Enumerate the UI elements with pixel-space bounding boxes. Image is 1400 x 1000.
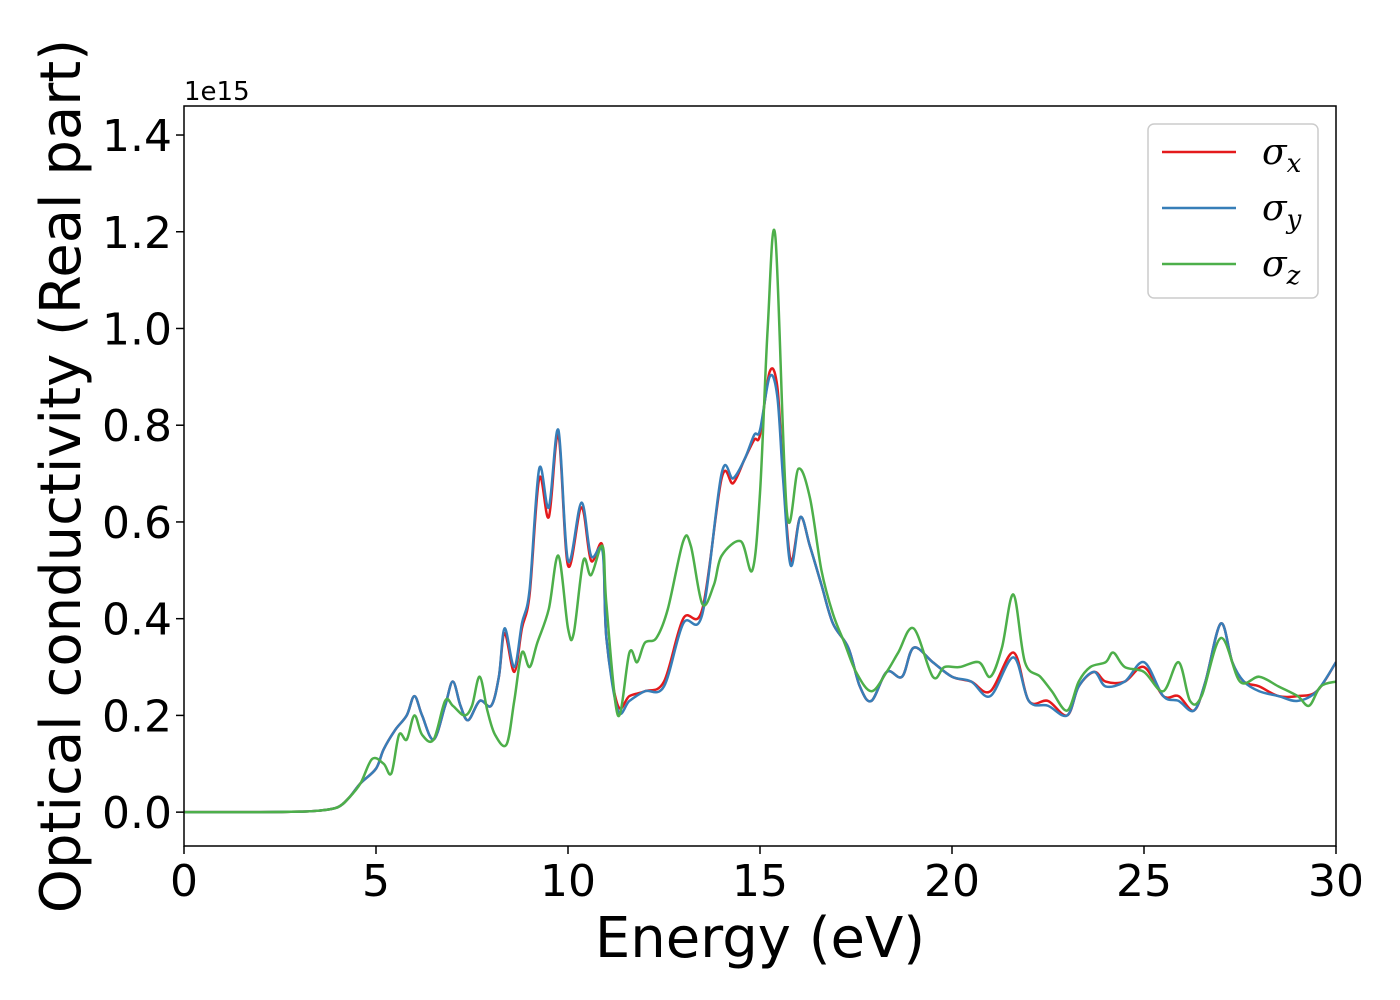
x-tick-label: 25 [1116, 856, 1172, 907]
y-axis: 0.0 0.2 0.4 0.6 0.8 1.0 1.2 1.4 [102, 111, 184, 839]
y-tick-label: 1.2 [102, 208, 172, 259]
y-offset-label: 1e15 [184, 77, 250, 107]
plot-area [184, 228, 1336, 814]
x-axis-label: Energy (eV) [595, 906, 925, 971]
series-line-sigma-z [184, 228, 1336, 814]
legend-label-sigma-x: σx [1262, 132, 1302, 179]
series-line-sigma-x [184, 367, 1336, 814]
x-axis: 0 5 10 15 20 25 30 [170, 846, 1364, 907]
x-tick-label: 0 [170, 856, 198, 907]
y-tick-label: 0.6 [102, 498, 172, 549]
legend-label-sigma-z: σz [1262, 244, 1301, 291]
x-tick-label: 20 [924, 856, 980, 907]
legend-label-sigma-y: σy [1262, 188, 1302, 235]
y-tick-label: 0.8 [102, 401, 172, 452]
y-tick-label: 0.0 [102, 788, 172, 839]
x-tick-label: 30 [1308, 856, 1364, 907]
legend-box [1147, 123, 1319, 299]
series-line-sigma-y [184, 373, 1336, 814]
y-tick-label: 1.0 [102, 304, 172, 355]
legend: σx σy σz [1147, 123, 1319, 299]
x-tick-label: 10 [540, 856, 596, 907]
y-tick-label: 0.4 [102, 595, 172, 646]
x-tick-label: 5 [362, 856, 390, 907]
y-tick-label: 1.4 [102, 111, 172, 162]
y-axis-label: Optical conductivity (Real part) [29, 39, 94, 913]
x-tick-label: 15 [732, 856, 788, 907]
y-tick-label: 0.2 [102, 691, 172, 742]
